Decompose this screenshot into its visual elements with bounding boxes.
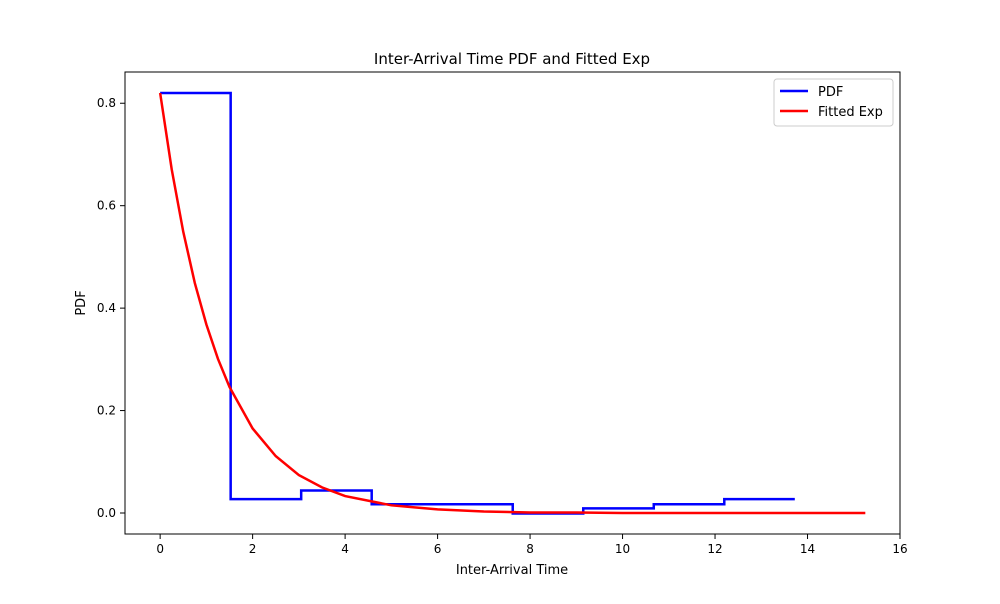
x-tick-label: 8 [526, 542, 534, 556]
x-tick-label: 4 [341, 542, 349, 556]
legend: PDF Fitted Exp [773, 78, 894, 127]
y-tick-label: 0.0 [97, 506, 116, 520]
x-tick-label: 16 [892, 542, 907, 556]
series-layer [158, 91, 866, 515]
y-tick-label: 0.6 [97, 199, 116, 213]
y-axis-label: PDF [74, 290, 89, 315]
x-tick-label: 12 [707, 542, 722, 556]
x-tick-label: 14 [800, 542, 815, 556]
y-tick-label: 0.8 [97, 96, 116, 110]
y-tick-label: 0.2 [97, 404, 116, 418]
x-tick-label: 2 [249, 542, 257, 556]
legend-label-pdf: PDF [818, 85, 843, 100]
y-tick-label: 0.4 [97, 301, 116, 315]
legend-label-fitted-exp: Fitted Exp [818, 105, 883, 120]
x-tick-label: 6 [434, 542, 442, 556]
chart-title: Inter-Arrival Time PDF and Fitted Exp [374, 50, 650, 68]
x-tick-label: 0 [156, 542, 164, 556]
series-line-pdf [160, 91, 795, 515]
series-line-fitted-exp [158, 92, 866, 515]
plot-frame [124, 71, 901, 535]
x-axis-label: Inter-Arrival Time [456, 563, 568, 578]
x-tick-label: 10 [615, 542, 630, 556]
x-axis-ticks: 0 2 4 6 8 10 12 14 16 [156, 534, 908, 556]
y-axis-ticks: 0.0 0.2 0.4 0.6 0.8 [97, 96, 125, 520]
